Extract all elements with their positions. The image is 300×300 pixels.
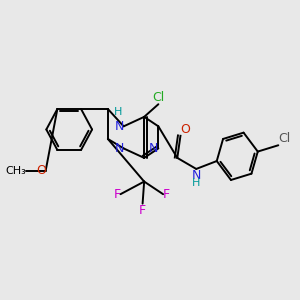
Text: N: N xyxy=(149,142,158,155)
Text: F: F xyxy=(163,188,170,201)
Text: N: N xyxy=(114,142,124,155)
Text: F: F xyxy=(113,188,121,201)
Text: O: O xyxy=(181,123,190,136)
Text: N: N xyxy=(114,120,124,133)
Text: O: O xyxy=(36,164,46,177)
Text: Cl: Cl xyxy=(152,91,164,104)
Text: H: H xyxy=(192,178,200,188)
Text: F: F xyxy=(139,204,146,217)
Text: N: N xyxy=(191,169,201,182)
Text: CH₃: CH₃ xyxy=(5,166,26,176)
Text: Cl: Cl xyxy=(278,132,290,145)
Text: H: H xyxy=(114,107,122,118)
